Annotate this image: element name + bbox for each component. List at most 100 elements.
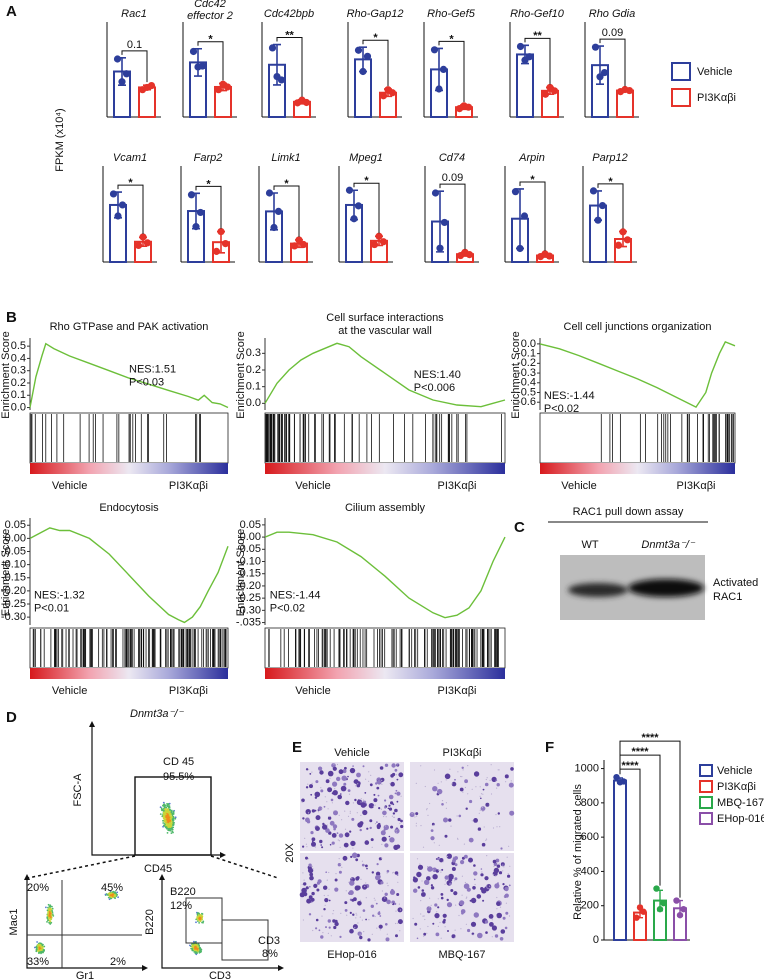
cytometry-event (47, 903, 50, 906)
stained-cell (348, 890, 354, 896)
pore (368, 771, 370, 773)
stained-cell (390, 781, 395, 787)
cytometry-event (167, 803, 170, 806)
significance-label: **** (631, 746, 649, 758)
pore (457, 838, 459, 841)
cytometry-event (197, 919, 200, 922)
data-point (619, 228, 627, 236)
genotype-label: Dnmt3a⁻/⁻ (130, 708, 184, 720)
y-tick-label: 800 (581, 797, 599, 809)
data-point (113, 55, 122, 63)
pore (426, 808, 428, 810)
stained-cell (458, 814, 462, 818)
stained-cell (310, 793, 313, 796)
cytometry-event (171, 830, 174, 833)
stained-cell (341, 775, 347, 781)
cytometry-event (110, 892, 112, 895)
pore (339, 846, 341, 849)
stained-cell (389, 889, 396, 895)
pore (330, 935, 332, 937)
cytometry-event (46, 916, 49, 919)
gate-percent: 8% (262, 948, 278, 960)
x-label: PI3Kαβi (438, 685, 477, 697)
pore (429, 897, 431, 899)
stained-cell (395, 789, 398, 792)
chart-title: Vcam1 (113, 152, 147, 164)
stained-cell (430, 884, 433, 887)
stained-cell (417, 886, 421, 889)
stained-cell (344, 909, 348, 912)
pore (440, 871, 442, 873)
stained-cell (347, 789, 351, 792)
stat-label: P<0.02 (544, 403, 579, 415)
cytometry-event (39, 951, 42, 953)
stained-cell (394, 871, 399, 875)
pore (471, 820, 473, 822)
stained-cell (327, 787, 333, 793)
pore (444, 883, 446, 885)
stained-cell (377, 822, 381, 826)
chart-title: Cell cell junctions organization (564, 321, 712, 333)
stained-cell (470, 897, 477, 904)
pore (493, 874, 495, 876)
data-point (431, 189, 440, 197)
stained-cell (504, 886, 509, 892)
axis-arrow (159, 874, 165, 880)
cytometry-event (169, 815, 172, 817)
cytometry-event (193, 944, 196, 946)
chart-title: Parp12 (592, 152, 627, 164)
pore (326, 879, 328, 881)
stained-cell (327, 816, 332, 820)
stained-cell (337, 863, 342, 867)
stained-cell (394, 768, 398, 772)
cytometry-event (50, 915, 53, 917)
stained-cell (370, 838, 374, 842)
stained-cell (377, 872, 380, 874)
pore (359, 899, 361, 902)
pore (505, 781, 507, 783)
axis-arrow (142, 965, 148, 971)
cytometry-event (171, 818, 174, 821)
stained-cell (480, 873, 484, 877)
stained-cell (349, 928, 354, 934)
legend-label: PI3Kαβi (697, 92, 736, 104)
stained-cell (435, 932, 440, 937)
pore (365, 778, 367, 780)
pore (306, 846, 308, 848)
pore (412, 917, 414, 920)
y-tick-label: -0.6 (517, 396, 536, 408)
stained-cell (323, 908, 326, 911)
pore (395, 774, 398, 776)
y-tick-label: 0.00 (5, 532, 26, 544)
pore (420, 913, 422, 915)
pore (491, 936, 493, 938)
pore (507, 873, 509, 875)
stained-cell (426, 906, 432, 912)
cytometry-event (49, 914, 51, 917)
chart-title: effector 2 (187, 10, 233, 22)
stained-cell (359, 821, 364, 826)
legend-label: Vehicle (717, 765, 752, 777)
cytometry-event (195, 949, 198, 952)
cytometry-event (168, 806, 170, 809)
cytometry-event (159, 813, 162, 815)
pore (437, 782, 439, 784)
data-point (198, 62, 207, 70)
cytometry-event (47, 912, 50, 915)
stained-cell (400, 824, 404, 829)
pore (386, 882, 388, 884)
stained-cell (373, 793, 376, 796)
pore (326, 824, 328, 826)
chart-title: Rho Gdia (589, 8, 635, 20)
stat-label: P<0.02 (270, 603, 305, 615)
pore (379, 929, 381, 931)
stained-cell (484, 782, 489, 787)
cytometry-event (49, 920, 52, 923)
pore (490, 793, 493, 795)
pore (458, 914, 460, 917)
stained-cell (315, 815, 321, 821)
pore (328, 888, 330, 890)
pore (496, 908, 498, 910)
pore (337, 839, 339, 841)
pore (479, 795, 481, 797)
